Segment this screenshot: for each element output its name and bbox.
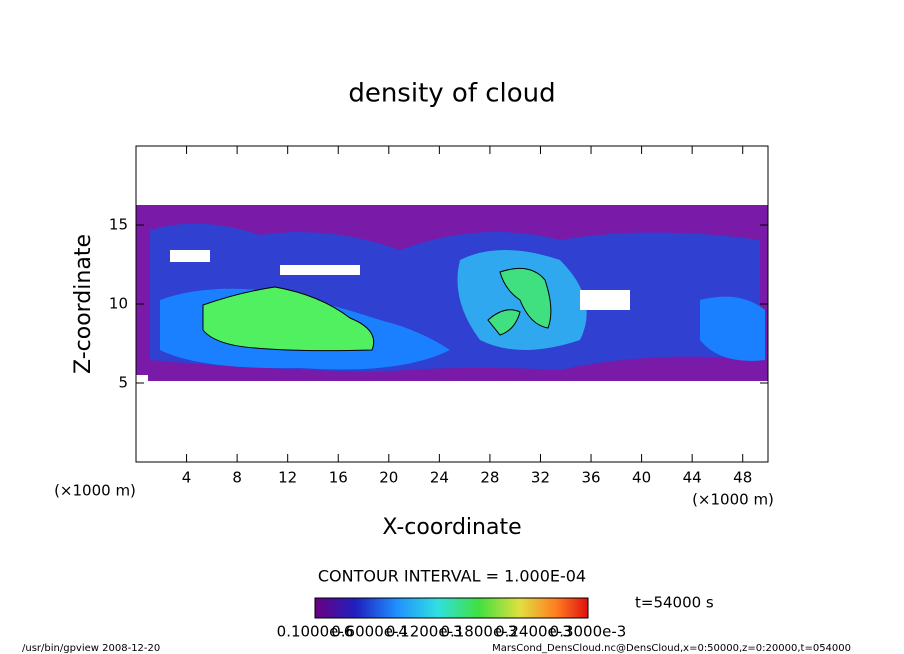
x-tick-label: 16 [329, 469, 348, 487]
x-tick-label: 20 [379, 469, 398, 487]
contour-interval: CONTOUR INTERVAL = 1.000E-04 [318, 567, 586, 586]
x-tick-label: 12 [278, 469, 297, 487]
y-axis-label: Z-coordinate [71, 234, 96, 374]
colorbar [314, 597, 589, 619]
x-tick-label: 48 [733, 469, 752, 487]
x-tick-label: 40 [632, 469, 651, 487]
y-tick-label: 5 [118, 374, 128, 392]
x-tick-label: 36 [581, 469, 600, 487]
x-unit-right: (×1000 m) [692, 491, 774, 509]
x-tick-label: 44 [683, 469, 702, 487]
footer-right: MarsCond_DensCloud.nc@DensCloud,x=0:5000… [492, 643, 851, 654]
colorbar-label: 0.1000e-6 [277, 623, 354, 641]
y-tick-label: 15 [109, 216, 128, 234]
x-tick-label: 32 [531, 469, 550, 487]
time-label: t=54000 s [635, 594, 714, 612]
colorbar-label: 0.6000e-4 [331, 623, 408, 641]
x-tick-label: 24 [430, 469, 449, 487]
colorbar-label: 0.2400e-3 [495, 623, 572, 641]
colorbar-label: 0.3000e-3 [550, 623, 627, 641]
colorbar-label: 0.1800e-3 [440, 623, 517, 641]
colorbar-label: 0.1200e-3 [386, 623, 463, 641]
x-tick-label: 28 [480, 469, 499, 487]
x-axis-label: X-coordinate [382, 515, 521, 540]
footer-left: /usr/bin/gpview 2008-12-20 [22, 643, 160, 654]
x-tick-label: 4 [182, 469, 192, 487]
x-unit-left: (×1000 m) [54, 482, 136, 500]
chart-title: density of cloud [348, 79, 555, 109]
x-tick-label: 8 [232, 469, 242, 487]
y-tick-label: 10 [109, 295, 128, 313]
cloud-field [136, 205, 768, 383]
